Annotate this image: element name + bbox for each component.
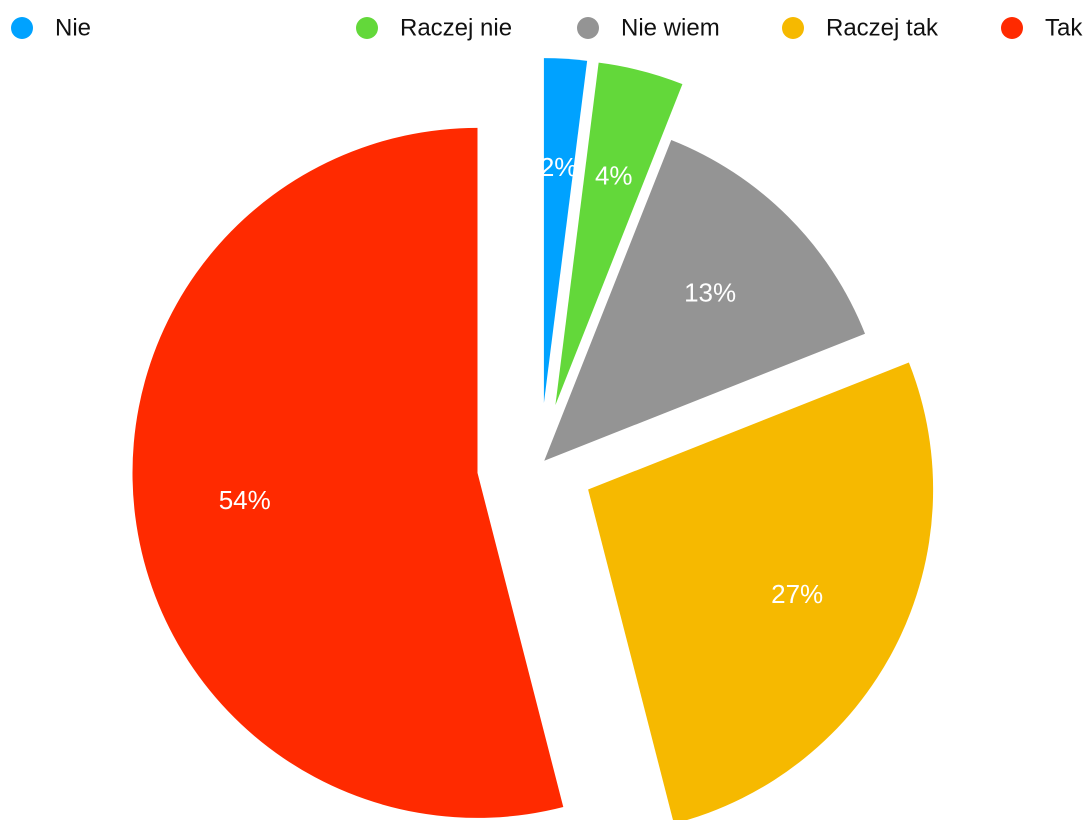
legend-marker [1001,17,1023,39]
pie-slice [132,127,564,818]
legend-label: Tak [1045,14,1083,41]
data-label: 54% [219,485,271,515]
data-label: 13% [684,278,736,308]
legend-marker [577,17,599,39]
data-label: 27% [771,579,823,609]
data-label: 4% [595,161,633,191]
pie-slice [555,62,683,405]
legend-label: Nie wiem [621,14,720,41]
legend-marker [11,17,33,39]
legend-marker [356,17,378,39]
legend-label: Raczej nie [400,14,512,41]
pie-slice [543,58,588,404]
legend-label: Raczej tak [826,14,939,41]
data-label: 2% [540,152,578,182]
pie-slice [544,139,866,461]
legend-label: Nie [55,14,91,41]
legend-marker [782,17,804,39]
pie-slice [588,362,934,820]
